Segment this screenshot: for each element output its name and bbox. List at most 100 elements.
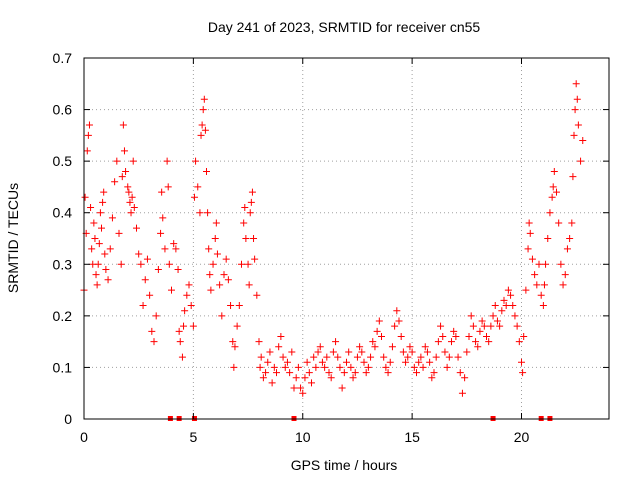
data-point xyxy=(242,235,250,242)
data-point xyxy=(197,131,205,139)
data-point xyxy=(430,369,438,377)
data-point xyxy=(92,271,100,279)
data-point xyxy=(100,188,108,196)
data-point xyxy=(469,322,477,330)
data-point xyxy=(502,302,510,310)
data-point xyxy=(305,369,313,377)
data-point xyxy=(421,343,429,351)
data-point xyxy=(245,281,253,289)
data-point xyxy=(509,302,517,310)
data-point xyxy=(255,338,263,346)
data-point xyxy=(124,183,132,191)
data-point xyxy=(391,322,399,330)
data-point xyxy=(90,219,98,227)
data-point xyxy=(301,374,309,382)
data-point xyxy=(569,173,577,181)
data-point xyxy=(574,121,582,129)
data-point xyxy=(199,106,207,114)
data-point xyxy=(439,332,447,340)
data-point xyxy=(120,147,128,155)
data-point xyxy=(209,260,217,268)
data-point xyxy=(555,219,563,227)
data-point xyxy=(572,80,580,88)
data-point xyxy=(294,363,302,371)
data-point xyxy=(168,286,175,294)
y-tick-label: 0.6 xyxy=(53,102,73,118)
data-point xyxy=(571,106,579,114)
data-point xyxy=(553,188,560,196)
data-point xyxy=(540,281,548,289)
data-point xyxy=(94,260,102,268)
plot-frame xyxy=(83,57,610,420)
data-point xyxy=(323,353,331,361)
data-point xyxy=(196,209,204,217)
data-point xyxy=(351,369,359,377)
data-point xyxy=(174,265,182,273)
data-point xyxy=(99,198,107,206)
data-point xyxy=(426,358,434,366)
data-point xyxy=(154,265,162,273)
data-point xyxy=(244,260,252,268)
data-point xyxy=(345,348,353,356)
data-point xyxy=(128,193,136,201)
data-point xyxy=(115,229,123,237)
data-point xyxy=(423,348,431,356)
data-point xyxy=(164,183,172,191)
data-point xyxy=(380,353,388,361)
data-point xyxy=(316,343,324,351)
y-tick-label: 0.4 xyxy=(53,205,73,221)
data-point xyxy=(314,348,322,356)
data-point xyxy=(139,302,147,310)
data-point xyxy=(566,235,574,242)
data-point xyxy=(180,322,188,330)
data-point xyxy=(262,369,270,377)
data-point xyxy=(384,369,392,377)
data-point xyxy=(312,363,320,371)
data-point xyxy=(218,312,226,320)
data-point xyxy=(192,157,200,165)
data-point xyxy=(496,322,504,330)
data-point xyxy=(150,338,158,346)
x-tick-labels: 0 5 10 15 20 xyxy=(80,429,529,445)
data-point xyxy=(222,255,230,263)
data-point xyxy=(353,353,361,361)
data-point xyxy=(204,209,212,217)
x-axis-label: GPS time / hours xyxy=(291,457,398,473)
data-point xyxy=(542,260,550,268)
data-point xyxy=(189,322,197,330)
data-point xyxy=(360,358,368,366)
data-point xyxy=(200,95,208,103)
data-point xyxy=(93,281,101,289)
data-point xyxy=(334,353,342,361)
y-tick-labels: 0 0.1 0.2 0.3 0.4 0.5 0.6 0.7 xyxy=(53,50,73,427)
data-point xyxy=(539,302,547,310)
data-point xyxy=(445,353,453,361)
data-point xyxy=(386,358,394,366)
data-point xyxy=(367,353,375,361)
data-point xyxy=(227,302,235,310)
x-tick-label: 0 xyxy=(80,429,88,445)
data-point xyxy=(504,286,512,294)
data-point xyxy=(332,338,340,346)
data-point xyxy=(452,332,460,340)
data-point xyxy=(96,209,104,217)
data-point xyxy=(507,291,515,299)
data-point xyxy=(299,389,307,397)
data-point xyxy=(256,363,264,371)
data-point xyxy=(410,363,418,371)
data-point xyxy=(548,193,556,201)
data-point xyxy=(194,183,202,191)
data-point xyxy=(557,260,565,268)
data-point xyxy=(406,343,414,351)
data-point xyxy=(292,374,300,382)
data-point xyxy=(101,250,109,258)
data-point xyxy=(369,338,377,346)
data-point xyxy=(190,193,198,201)
data-point xyxy=(434,338,442,346)
data-point xyxy=(474,343,482,351)
data-points xyxy=(80,80,587,397)
data-point xyxy=(216,281,224,289)
x-tick-label: 20 xyxy=(514,429,530,445)
data-point xyxy=(373,327,381,335)
data-point xyxy=(178,353,186,361)
